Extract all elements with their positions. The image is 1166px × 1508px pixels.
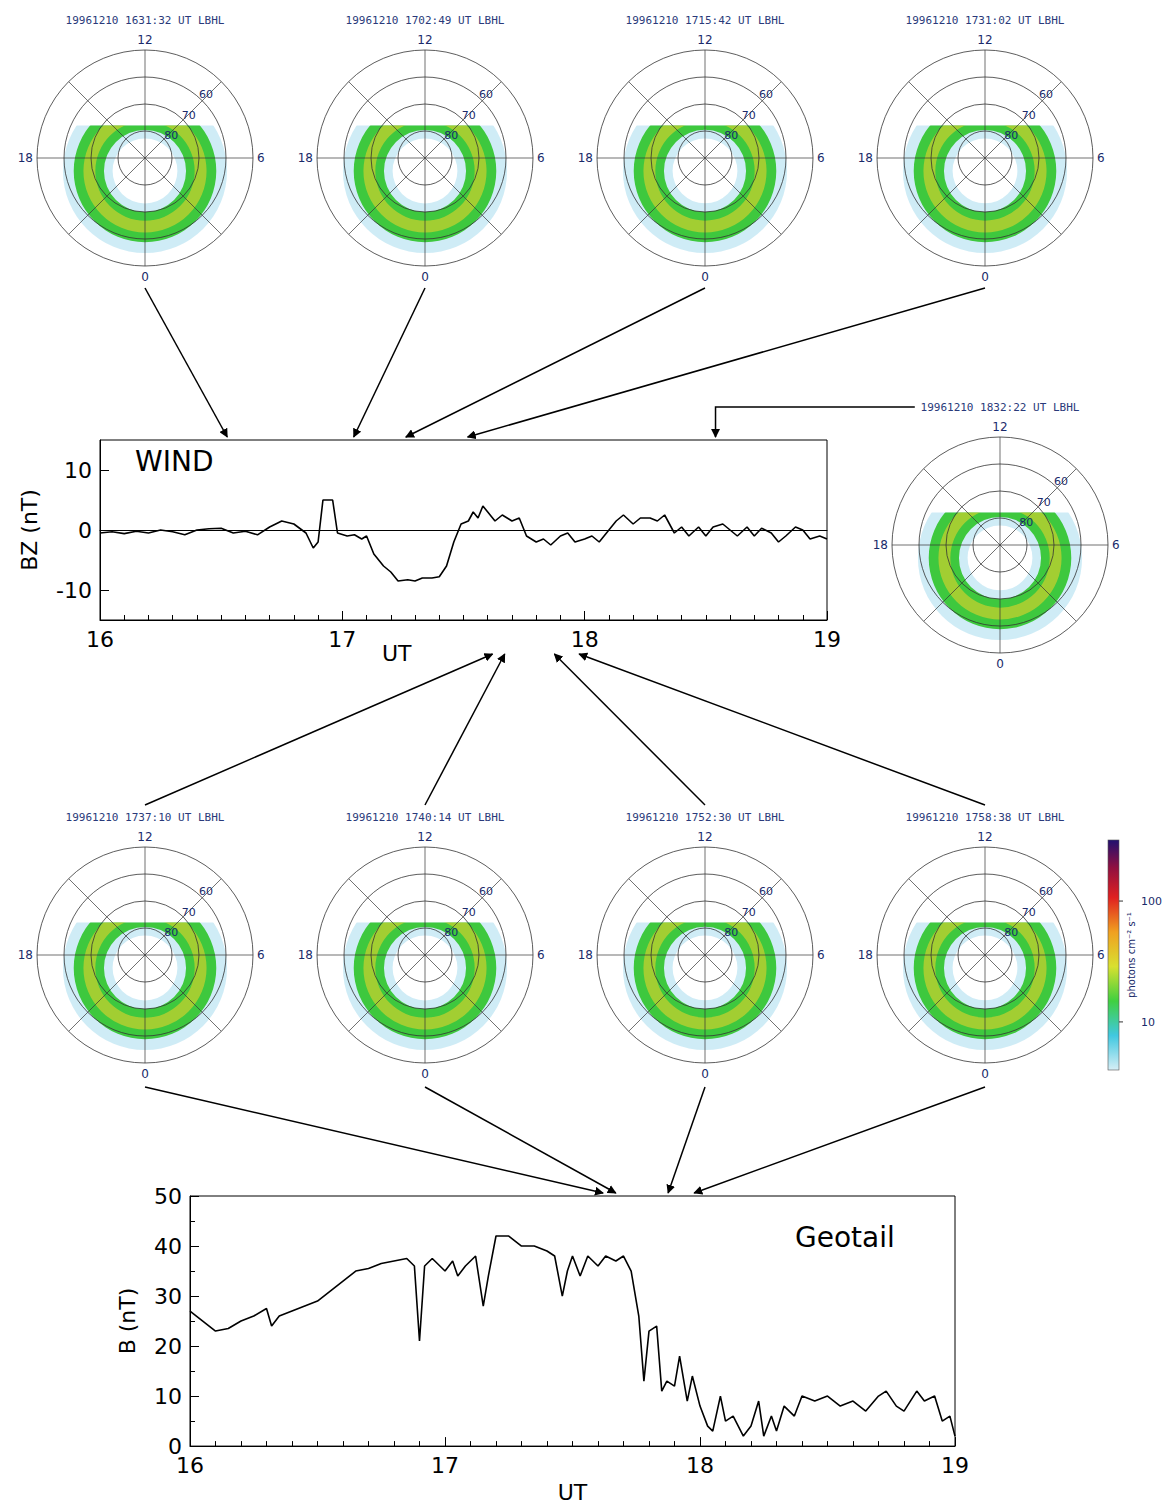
svg-text:0: 0 [701,1067,709,1081]
svg-text:80: 80 [444,926,458,939]
svg-text:80: 80 [1019,516,1033,529]
svg-text:60: 60 [759,88,773,101]
svg-text:60: 60 [1039,885,1053,898]
svg-text:18: 18 [298,151,313,165]
svg-text:80: 80 [724,129,738,142]
svg-text:70: 70 [462,109,476,122]
svg-text:18: 18 [578,151,593,165]
svg-text:19961210 1832:22 UT LBHL: 19961210 1832:22 UT LBHL [921,401,1080,414]
svg-text:19: 19 [941,1453,969,1478]
svg-text:70: 70 [742,109,756,122]
svg-text:12: 12 [697,33,712,47]
svg-text:17: 17 [328,627,356,652]
svg-text:18: 18 [571,627,599,652]
svg-text:16: 16 [176,1453,204,1478]
svg-text:60: 60 [759,885,773,898]
svg-text:70: 70 [1022,906,1036,919]
svg-text:6: 6 [537,151,545,165]
svg-text:60: 60 [479,88,493,101]
svg-text:6: 6 [257,151,265,165]
svg-text:12: 12 [992,420,1007,434]
svg-text:0: 0 [141,1067,149,1081]
svg-text:10: 10 [1141,1016,1155,1029]
svg-text:0: 0 [421,270,429,284]
svg-text:0: 0 [168,1433,182,1459]
svg-text:17: 17 [431,1453,459,1478]
svg-text:80: 80 [164,926,178,939]
svg-text:10: 10 [64,458,92,483]
svg-text:70: 70 [182,109,196,122]
svg-text:18: 18 [858,151,873,165]
svg-text:6: 6 [1097,151,1105,165]
svg-text:19961210 1737:10 UT LBHL: 19961210 1737:10 UT LBHL [66,811,225,824]
svg-text:70: 70 [1022,109,1036,122]
svg-text:19961210 1752:30 UT LBHL: 19961210 1752:30 UT LBHL [626,811,785,824]
svg-text:12: 12 [137,830,152,844]
svg-text:12: 12 [417,33,432,47]
svg-text:30: 30 [154,1284,182,1309]
svg-text:60: 60 [479,885,493,898]
svg-text:0: 0 [421,1067,429,1081]
svg-text:50: 50 [154,1184,182,1209]
svg-text:WIND: WIND [135,445,213,478]
svg-text:6: 6 [257,948,265,962]
svg-text:19961210 1758:38 UT LBHL: 19961210 1758:38 UT LBHL [906,811,1065,824]
svg-text:19961210 1731:02 UT LBHL: 19961210 1731:02 UT LBHL [906,14,1065,27]
svg-text:16: 16 [86,627,114,652]
svg-text:18: 18 [858,948,873,962]
svg-text:19: 19 [813,627,841,652]
svg-text:0: 0 [981,1067,989,1081]
svg-text:Geotail: Geotail [795,1221,895,1254]
svg-text:60: 60 [199,88,213,101]
svg-text:80: 80 [444,129,458,142]
svg-text:19961210 1740:14 UT LBHL: 19961210 1740:14 UT LBHL [346,811,505,824]
svg-text:40: 40 [154,1234,182,1259]
svg-text:80: 80 [1004,926,1018,939]
svg-text:UT: UT [382,641,412,666]
svg-text:12: 12 [137,33,152,47]
svg-text:photons cm⁻² s⁻¹: photons cm⁻² s⁻¹ [1126,912,1137,998]
svg-text:0: 0 [141,270,149,284]
svg-text:19961210 1715:42 UT LBHL: 19961210 1715:42 UT LBHL [626,14,785,27]
svg-text:70: 70 [462,906,476,919]
svg-text:0: 0 [78,518,92,543]
svg-text:18: 18 [686,1453,714,1478]
svg-text:B (nT): B (nT) [115,1288,140,1355]
svg-text:12: 12 [977,33,992,47]
svg-text:80: 80 [724,926,738,939]
svg-text:80: 80 [1004,129,1018,142]
svg-text:6: 6 [817,151,825,165]
svg-text:-10: -10 [56,578,92,603]
svg-text:12: 12 [417,830,432,844]
svg-text:60: 60 [199,885,213,898]
svg-text:18: 18 [298,948,313,962]
svg-text:100: 100 [1141,895,1162,908]
svg-text:70: 70 [182,906,196,919]
svg-text:18: 18 [18,948,33,962]
svg-text:UT: UT [558,1480,588,1505]
svg-text:6: 6 [817,948,825,962]
svg-text:80: 80 [164,129,178,142]
svg-text:70: 70 [1037,496,1051,509]
svg-text:60: 60 [1054,475,1068,488]
svg-text:0: 0 [701,270,709,284]
svg-text:6: 6 [537,948,545,962]
svg-text:BZ (nT): BZ (nT) [17,489,42,571]
svg-text:18: 18 [873,538,888,552]
svg-text:10: 10 [154,1384,182,1409]
svg-text:19961210 1702:49 UT LBHL: 19961210 1702:49 UT LBHL [346,14,505,27]
svg-text:12: 12 [977,830,992,844]
svg-text:6: 6 [1112,538,1120,552]
svg-text:70: 70 [742,906,756,919]
svg-text:20: 20 [154,1334,182,1359]
svg-text:0: 0 [996,657,1004,671]
svg-text:0: 0 [981,270,989,284]
svg-text:12: 12 [697,830,712,844]
svg-text:6: 6 [1097,948,1105,962]
svg-text:19961210 1631:32 UT LBHL: 19961210 1631:32 UT LBHL [66,14,225,27]
svg-text:60: 60 [1039,88,1053,101]
svg-text:18: 18 [578,948,593,962]
svg-text:18: 18 [18,151,33,165]
